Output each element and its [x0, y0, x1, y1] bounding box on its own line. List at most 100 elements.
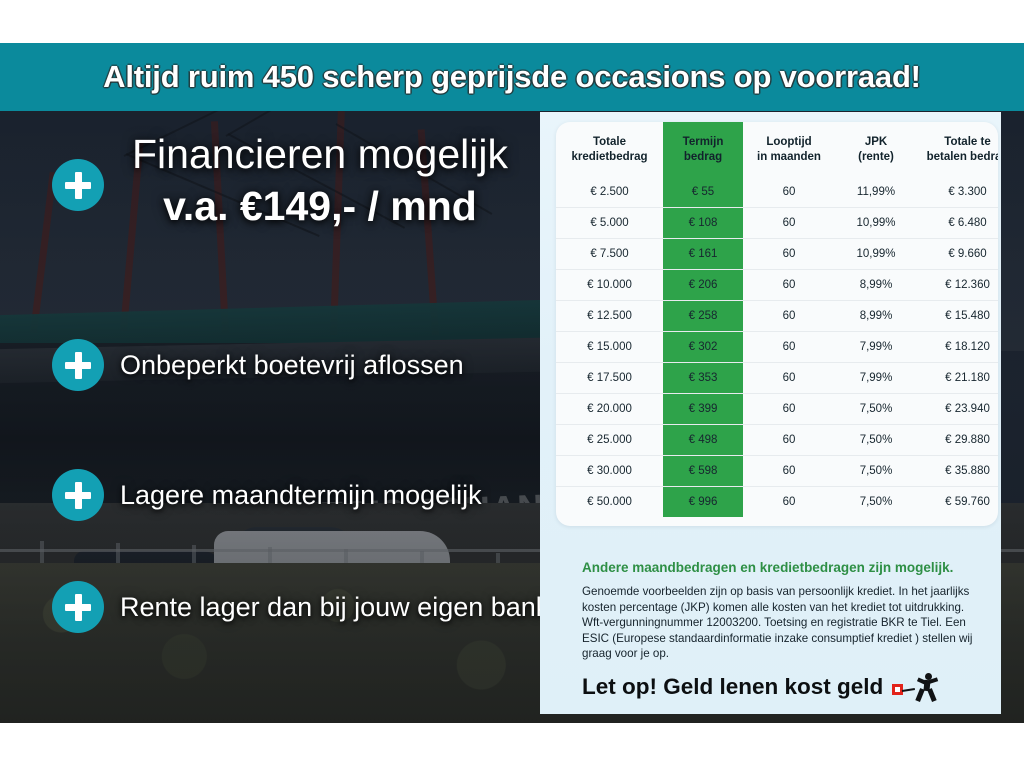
cell-termijn-bedrag: € 258: [663, 300, 743, 332]
cell-totale-te-betalen: € 15.480: [917, 300, 998, 332]
cell-totale-kredietbedrag: € 2.500: [590, 186, 629, 198]
cell-jkp: 7,50%: [835, 486, 917, 517]
cell-termijn-bedrag: € 996: [663, 486, 743, 517]
loan-rate-table-card: Totale kredietbedrag Termijn bedrag Loop…: [556, 122, 998, 526]
disclaimer-block: Andere maandbedragen en kredietbedragen …: [582, 560, 974, 662]
table-row: € 20.000 € 399 60 7,50% € 23.940: [556, 393, 998, 425]
table-row: € 15.000 € 302 60 7,99% € 18.120: [556, 331, 998, 363]
loan-rate-table: Totale kredietbedrag Termijn bedrag Loop…: [556, 122, 998, 517]
afm-leg-back: [915, 688, 926, 702]
feature-label: Onbeperkt boetevrij aflossen: [120, 349, 464, 380]
cell-totale-te-betalen: € 29.880: [917, 424, 998, 456]
table-row: € 5.000 € 108 60 10,99% € 6.480: [556, 207, 998, 239]
advertisement-canvas: Altijd ruim 450 scherp geprijsde occasio…: [0, 43, 1024, 723]
cell-totale-te-betalen: € 59.760: [917, 486, 998, 517]
loan-rate-table-head: Totale kredietbedrag Termijn bedrag Loop…: [556, 122, 998, 177]
plus-icon: [52, 159, 104, 211]
table-row: € 7.500 € 161 60 10,99% € 9.660: [556, 238, 998, 270]
cell-jkp: 8,99%: [835, 300, 917, 332]
cell-termijn-bedrag: € 598: [663, 455, 743, 487]
cell-termijn-bedrag: € 161: [663, 238, 743, 270]
cell-totale-te-betalen: € 6.480: [917, 207, 998, 239]
table-row: € 25.000 € 498 60 7,50% € 29.880: [556, 424, 998, 456]
header-line2: bedrag: [683, 151, 723, 163]
column-header-looptijd: Looptijd in maanden: [743, 122, 835, 177]
cell-looptijd: 60: [743, 207, 835, 239]
cell-totale-te-betalen: € 23.940: [917, 393, 998, 425]
cell-totale-kredietbedrag: € 12.500: [556, 300, 663, 332]
disclaimer-title: Andere maandbedragen en kredietbedragen …: [582, 560, 954, 575]
cell-looptijd: 60: [743, 269, 835, 301]
table-header-row: Totale kredietbedrag Termijn bedrag Loop…: [556, 122, 998, 177]
afm-walking-figure: [915, 673, 939, 702]
header-line2: kredietbedrag: [571, 151, 648, 163]
financing-headline: Financieren mogelijk v.a. €149,- / mnd: [105, 129, 535, 233]
header-line1: Totale: [592, 136, 626, 148]
cell-termijn-bedrag: € 353: [663, 362, 743, 394]
header-line1: Termijn: [682, 136, 724, 148]
feature-item-0: Onbeperkt boetevrij aflossen: [52, 339, 464, 391]
cell-totale-te-betalen: € 21.180: [917, 362, 998, 394]
cell-totale-kredietbedrag: € 7.500: [556, 238, 663, 270]
header-line1: Looptijd: [766, 136, 812, 148]
cell-looptijd: 60: [743, 455, 835, 487]
plus-icon: [52, 469, 104, 521]
financing-headline-line2: v.a. €149,- / mnd: [163, 183, 477, 229]
cell-totale-te-betalen: € 18.120: [917, 331, 998, 363]
cell-jkp: 7,50%: [835, 393, 917, 425]
table-row: € 12.500 € 258 60 8,99% € 15.480: [556, 300, 998, 332]
cell-totale-kredietbedrag: € 20.000: [556, 393, 663, 425]
table-row: € 17.500 € 353 60 7,99% € 21.180: [556, 362, 998, 394]
header-line1: JPK: [864, 136, 888, 148]
cell-totale-te-betalen: € 9.660: [917, 238, 998, 270]
credit-warning-row: Let op! Geld lenen kost geld: [582, 672, 939, 702]
cell-looptijd: 60: [743, 238, 835, 270]
cell-totale-kredietbedrag: € 25.000: [556, 424, 663, 456]
afm-walking-man-logo-icon: [892, 672, 939, 702]
cell-looptijd: 60: [743, 424, 835, 456]
cell-totale-kredietbedrag: € 30.000: [556, 455, 663, 487]
column-header-totale-te-betalen: Totale te betalen bedrag: [917, 122, 998, 177]
cell-jkp: 7,50%: [835, 424, 917, 456]
cell-looptijd: 60: [782, 186, 796, 198]
promo-banner: Altijd ruim 450 scherp geprijsde occasio…: [0, 43, 1024, 111]
afm-red-block-icon: [892, 684, 904, 695]
cell-totale-kredietbedrag: € 17.500: [556, 362, 663, 394]
afm-rope: [902, 687, 916, 692]
feature-label: Lagere maandtermijn mogelijk: [120, 479, 482, 510]
cell-jkp: 7,50%: [835, 455, 917, 487]
afm-arm-front: [928, 677, 939, 684]
finance-info-panel: Totale kredietbedrag Termijn bedrag Loop…: [540, 112, 1001, 714]
cell-jkp: 8,99%: [835, 269, 917, 301]
table-row: € 10.000 € 206 60 8,99% € 12.360: [556, 269, 998, 301]
table-row: € 30.000 € 598 60 7,50% € 35.880: [556, 455, 998, 487]
header-line2: (rente): [858, 151, 894, 163]
plus-icon: [52, 339, 104, 391]
cell-looptijd: 60: [743, 300, 835, 332]
financing-headline-line1: Financieren mogelijk: [131, 131, 508, 177]
table-row: € 2.500 € 55 60 11,99% € 3.300: [556, 177, 998, 208]
cell-looptijd: 60: [743, 486, 835, 517]
feature-label: Rente lager dan bij jouw eigen bank: [120, 591, 550, 622]
cell-termijn-bedrag: € 108: [663, 207, 743, 239]
cell-termijn-bedrag: € 498: [663, 424, 743, 456]
cell-termijn-bedrag: € 55: [663, 177, 743, 208]
cell-totale-te-betalen: € 12.360: [917, 269, 998, 301]
header-line2: in maanden: [757, 151, 821, 163]
cell-jkp: 10,99%: [835, 238, 917, 270]
feature-item-2: Rente lager dan bij jouw eigen bank: [52, 581, 549, 633]
loan-rate-table-body: € 2.500 € 55 60 11,99% € 3.300 € 5.000 € 108 60…: [556, 177, 998, 517]
cell-termijn-bedrag: € 206: [663, 269, 743, 301]
column-header-totale-kredietbedrag: Totale kredietbedrag: [556, 122, 663, 177]
cell-looptijd: 60: [743, 362, 835, 394]
cell-looptijd: 60: [743, 393, 835, 425]
cell-jkp: 10,99%: [835, 207, 917, 239]
cell-totale-kredietbedrag: € 15.000: [556, 331, 663, 363]
cell-jkp: 7,99%: [835, 331, 917, 363]
cell-totale-kredietbedrag: € 10.000: [556, 269, 663, 301]
column-header-jkp: JPK (rente): [835, 122, 917, 177]
cell-termijn-bedrag: € 399: [663, 393, 743, 425]
feature-item-1: Lagere maandtermijn mogelijk: [52, 469, 482, 521]
cell-jkp: 11,99%: [856, 186, 896, 198]
column-header-termijn-bedrag: Termijn bedrag: [663, 122, 743, 177]
